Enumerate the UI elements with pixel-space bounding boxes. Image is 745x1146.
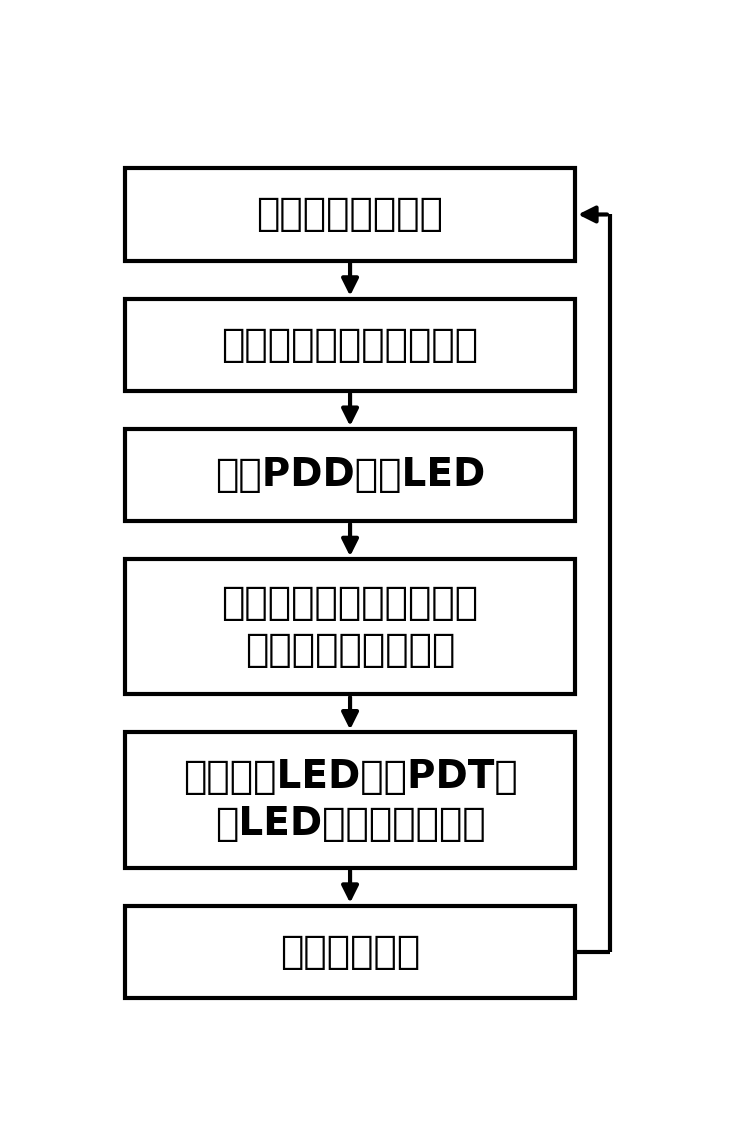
FancyBboxPatch shape bbox=[125, 732, 575, 868]
FancyBboxPatch shape bbox=[125, 168, 575, 260]
Text: 用磁控技术控制胶囊运动
并发现荧光（病灶）: 用磁控技术控制胶囊运动 并发现荧光（病灶） bbox=[221, 584, 478, 669]
FancyBboxPatch shape bbox=[125, 559, 575, 694]
Text: 完成单次治疗: 完成单次治疗 bbox=[280, 933, 420, 971]
Text: 开启PDD诊断LED: 开启PDD诊断LED bbox=[215, 456, 485, 494]
FancyBboxPatch shape bbox=[125, 905, 575, 998]
FancyBboxPatch shape bbox=[125, 299, 575, 391]
Text: 关闭诊断LED开启PDT治
疗LED对病灶进行照射: 关闭诊断LED开启PDT治 疗LED对病灶进行照射 bbox=[183, 758, 518, 842]
Text: 患者注射光敏药物: 患者注射光敏药物 bbox=[256, 196, 443, 234]
FancyBboxPatch shape bbox=[125, 429, 575, 521]
Text: 吞服光动力诊疗一体胶囊: 吞服光动力诊疗一体胶囊 bbox=[221, 325, 478, 363]
